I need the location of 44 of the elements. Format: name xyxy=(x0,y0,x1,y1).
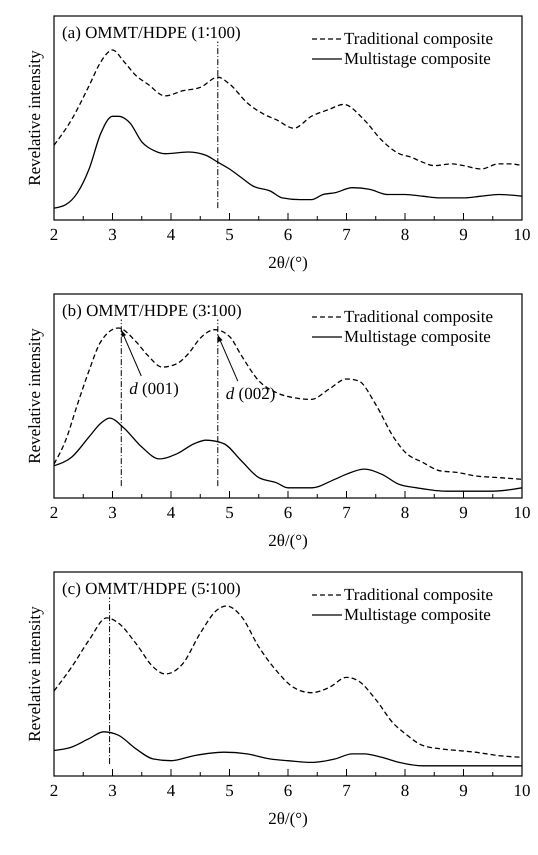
legend-label: Traditional composite xyxy=(344,585,494,604)
annotation: d (002) xyxy=(226,384,276,404)
annotation: d (001) xyxy=(129,379,179,398)
x-tick-label: 5 xyxy=(225,503,234,522)
x-tick-label: 4 xyxy=(166,225,176,244)
legend-label: Traditional composite xyxy=(344,29,494,48)
y-axis-title: Revelative intensity xyxy=(25,606,44,742)
x-tick-label: 3 xyxy=(108,503,117,522)
x-tick-label: 9 xyxy=(459,781,468,800)
chart-title: (a) OMMT/HDPE (1∶100) xyxy=(62,23,241,42)
x-tick-label: 2 xyxy=(50,503,58,522)
x-tick-label: 7 xyxy=(342,503,352,522)
x-tick-label: 3 xyxy=(108,781,117,800)
x-tick-label: 2 xyxy=(50,225,58,244)
x-tick-label: 10 xyxy=(514,225,530,244)
y-axis-title: Revelative intensity xyxy=(25,328,44,464)
y-axis-title: Revelative intensity xyxy=(25,50,44,186)
x-tick-label: 5 xyxy=(225,781,234,800)
x-tick-label: 8 xyxy=(400,781,410,800)
x-tick-label: 8 xyxy=(400,503,410,522)
x-tick-label: 2 xyxy=(50,781,58,800)
legend-label: Multistage composite xyxy=(344,49,491,68)
legend-label: Multistage composite xyxy=(344,605,491,624)
chart-title: (b) OMMT/HDPE (3∶100) xyxy=(62,301,242,320)
x-tick-label: 8 xyxy=(400,225,410,244)
x-tick-label: 6 xyxy=(284,781,292,800)
x-tick-label: 10 xyxy=(514,781,530,800)
x-tick-label: 7 xyxy=(342,225,352,244)
x-axis-title: 2θ/(°) xyxy=(268,809,308,828)
x-tick-label: 6 xyxy=(284,225,292,244)
x-tick-label: 9 xyxy=(459,225,468,244)
x-tick-label: 4 xyxy=(166,503,176,522)
x-axis-title: 2θ/(°) xyxy=(268,531,308,550)
x-tick-label: 9 xyxy=(459,503,468,522)
x-tick-label: 6 xyxy=(284,503,292,522)
x-axis-title: 2θ/(°) xyxy=(268,253,308,272)
x-tick-label: 3 xyxy=(108,225,117,244)
x-tick-label: 4 xyxy=(166,781,176,800)
x-tick-label: 7 xyxy=(342,781,352,800)
legend-label: Traditional composite xyxy=(344,307,494,326)
x-tick-label: 5 xyxy=(225,225,234,244)
x-tick-label: 10 xyxy=(514,503,530,522)
legend-label: Multistage composite xyxy=(344,327,491,346)
chart-title: (c) OMMT/HDPE (5∶100) xyxy=(62,579,241,598)
